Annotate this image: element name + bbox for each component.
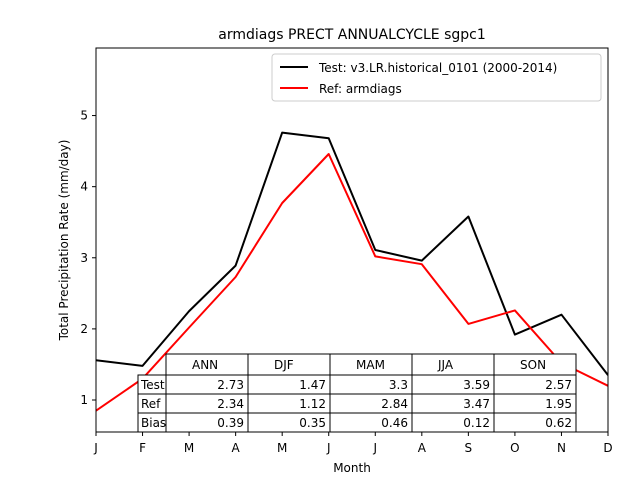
x-tick-label: A	[418, 441, 427, 455]
table-cell-value: 0.35	[299, 416, 326, 430]
table-cell-value: 2.57	[545, 378, 572, 392]
y-tick-label: 3	[80, 251, 88, 265]
legend: Test: v3.LR.historical_0101 (2000-2014) …	[271, 53, 602, 102]
x-tick-label: A	[232, 441, 241, 455]
y-tick-label: 5	[80, 109, 88, 123]
table-cell-value: 0.12	[463, 416, 490, 430]
table-cell-value: 0.39	[217, 416, 244, 430]
x-tick-label: S	[465, 441, 473, 455]
x-tick-label: N	[557, 441, 566, 455]
series-layer	[96, 131, 608, 412]
table-cell-value: 1.12	[299, 397, 326, 411]
plot-frame	[95, 47, 609, 433]
x-tick-label: J	[372, 441, 377, 455]
series-line-ref	[96, 153, 608, 412]
table-cell-value: 1.95	[545, 397, 572, 411]
table-cell-value: 3.3	[389, 378, 408, 392]
table-column-header: MAM	[356, 358, 385, 372]
series-line-test	[96, 131, 608, 376]
table-row-label: Bias	[141, 416, 166, 430]
x-tick-label: O	[510, 441, 519, 455]
table-row-label: Test	[140, 378, 165, 392]
x-axis-label: Month	[333, 461, 371, 475]
table-row-label: Ref	[141, 397, 161, 411]
table-column-header: ANN	[192, 358, 218, 372]
y-tick-label: 1	[80, 393, 88, 407]
table-cell-value: 2.73	[217, 378, 244, 392]
table-cell-value: 2.34	[217, 397, 244, 411]
y-axis-label: Total Precipitation Rate (mm/day)	[57, 140, 71, 342]
stats-table: ANN DJF MAM JJA SON Test 2.73 1.47 3.3 3.59 2.57 Re…	[137, 353, 577, 433]
table-cell-value: 3.59	[463, 378, 490, 392]
x-tick-label: J	[93, 441, 98, 455]
table-column-header: JJA	[437, 358, 454, 372]
x-tick-label: J	[326, 441, 331, 455]
chart-title: armdiags PRECT ANNUALCYCLE sgpc1	[218, 27, 486, 43]
legend-label-ref: Ref: armdiags	[319, 82, 402, 96]
table-cell-value: 2.84	[381, 397, 408, 411]
table-cell-value: 3.47	[463, 397, 490, 411]
x-tick-label: F	[139, 441, 146, 455]
table-cell-value: 1.47	[299, 378, 326, 392]
legend-label-test: Test: v3.LR.historical_0101 (2000-2014)	[318, 61, 557, 75]
table-cell-value: 0.62	[545, 416, 572, 430]
legend-frame	[271, 53, 602, 102]
table-column-header: DJF	[274, 358, 294, 372]
y-axis: 1 2 3 4 5	[80, 109, 96, 407]
x-tick-label: M	[184, 441, 194, 455]
table-cell-value: 0.46	[381, 416, 408, 430]
y-tick-label: 4	[80, 180, 88, 194]
x-tick-label: D	[603, 441, 612, 455]
y-tick-label: 2	[80, 322, 88, 336]
x-tick-label: M	[277, 441, 287, 455]
table-column-header: SON	[520, 358, 546, 372]
